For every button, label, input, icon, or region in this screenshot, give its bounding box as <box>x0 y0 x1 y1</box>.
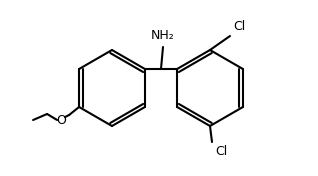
Text: O: O <box>56 114 66 127</box>
Text: NH₂: NH₂ <box>151 29 175 42</box>
Text: Cl: Cl <box>233 20 245 33</box>
Text: Cl: Cl <box>215 145 227 158</box>
